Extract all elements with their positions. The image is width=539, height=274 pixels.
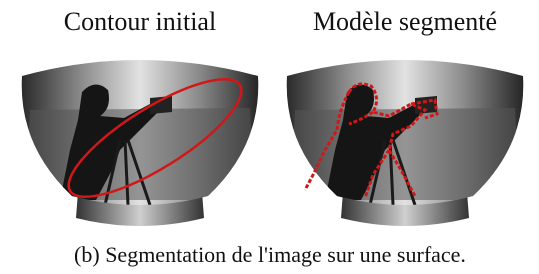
initial-contour-bowl xyxy=(22,60,259,226)
figure: Contour initial Modèle segmenté (b) Segm… xyxy=(0,0,539,274)
panel-title: Modèle segmenté xyxy=(313,7,497,36)
panel-title: Contour initial xyxy=(64,7,216,36)
caption: (b) Segmentation de l'image sur une surf… xyxy=(74,242,466,267)
segmented-model-bowl xyxy=(287,60,524,226)
